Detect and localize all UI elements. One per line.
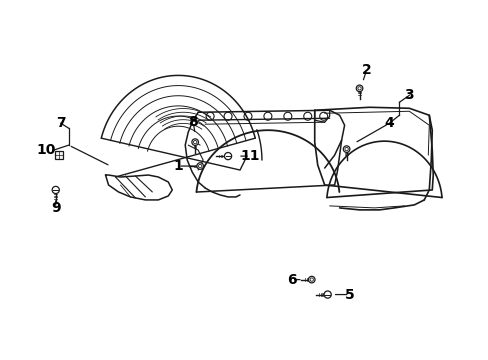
- Text: 5: 5: [344, 288, 354, 302]
- Circle shape: [191, 139, 198, 145]
- Text: 6: 6: [286, 273, 296, 287]
- Circle shape: [343, 146, 349, 152]
- Text: 8: 8: [188, 115, 198, 129]
- Circle shape: [308, 276, 314, 283]
- Circle shape: [197, 163, 203, 169]
- Text: 1: 1: [173, 159, 183, 173]
- Circle shape: [356, 85, 362, 92]
- Text: 7: 7: [56, 116, 65, 130]
- Circle shape: [324, 291, 330, 298]
- Text: 2: 2: [361, 63, 371, 77]
- Text: 10: 10: [36, 143, 55, 157]
- Text: 9: 9: [51, 201, 61, 215]
- Circle shape: [224, 153, 231, 160]
- Bar: [55, 151, 62, 159]
- Text: 3: 3: [404, 88, 413, 102]
- Text: 11: 11: [240, 149, 259, 163]
- Text: 4: 4: [384, 116, 393, 130]
- Circle shape: [52, 186, 59, 194]
